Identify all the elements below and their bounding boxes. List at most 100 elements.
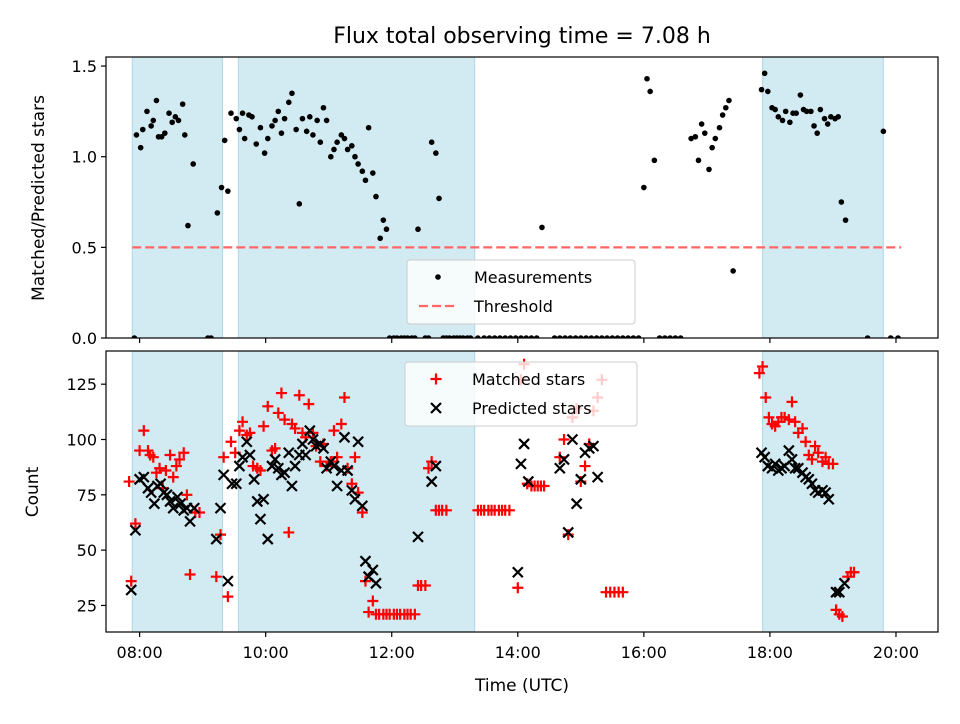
measurement-point (285, 99, 292, 106)
matched-star-point (138, 425, 150, 437)
measurement-point (314, 117, 320, 124)
measurement-point (630, 335, 637, 338)
matched-star-point (812, 447, 824, 459)
matched-star-point (617, 586, 629, 598)
measurement-point (656, 335, 663, 338)
measurement-point (349, 143, 355, 149)
measurement-point (578, 335, 584, 338)
measurement-point (709, 144, 715, 151)
measurement-point (779, 117, 786, 124)
matched-star-point (293, 389, 305, 401)
measurement-point (677, 335, 684, 338)
matched-star-point (538, 480, 550, 492)
legend-label: Threshold (473, 297, 553, 316)
matched-star-point (419, 580, 431, 592)
matched-star-point (558, 434, 570, 446)
measurement-point (264, 135, 271, 142)
measurement-point (486, 335, 493, 338)
measurement-point (811, 123, 817, 129)
measurement-point (712, 135, 719, 142)
measurement-point (153, 97, 160, 104)
predicted-star-point (566, 433, 579, 446)
predicted-star-point (154, 477, 167, 490)
measurement-point (394, 335, 400, 338)
measurement-point (412, 335, 418, 338)
top-y-tick-label: 1.0 (72, 148, 97, 167)
measurement-point (179, 101, 186, 107)
bottom-series-1 (125, 424, 851, 598)
measurement-point (225, 188, 231, 194)
x-tick-label: 16:00 (621, 643, 667, 662)
measurement-point (365, 124, 372, 131)
matched-star-point (356, 507, 368, 519)
predicted-star-point (233, 460, 246, 472)
top-plot-area (131, 70, 902, 338)
measurement-point (481, 335, 487, 338)
x-axis-label: Time (UTC) (474, 676, 569, 696)
measurement-point (269, 123, 275, 129)
predicted-star-point (257, 493, 270, 506)
predicted-star-point (570, 497, 583, 510)
top-y-tick-label: 0.5 (72, 238, 97, 257)
matched-star-point (167, 471, 179, 483)
measurement-point (583, 335, 589, 338)
measurement-point (296, 201, 303, 207)
measurement-point (303, 128, 310, 135)
measurement-point (838, 199, 845, 205)
measurement-point (698, 121, 705, 127)
predicted-star-point (125, 584, 137, 596)
predicted-star-point (822, 493, 835, 506)
predicted-star-point (783, 444, 795, 457)
measurement-point (185, 222, 191, 229)
measurement-point (821, 115, 828, 122)
matched-star-point (303, 398, 315, 410)
matched-star-point (836, 611, 848, 623)
matched-star-point (233, 425, 245, 437)
measurement-point (817, 106, 824, 113)
predicted-star-point (341, 464, 354, 477)
measurement-point (567, 335, 574, 338)
measurement-point (352, 153, 358, 160)
measurement-point (158, 133, 165, 140)
matched-star-point (170, 460, 182, 472)
measurement-point (625, 335, 631, 338)
top-y-tick-label: 1.5 (72, 57, 97, 76)
bottom-y-tick-label: 50 (77, 541, 97, 560)
measurement-point (614, 335, 621, 338)
predicted-star-point (317, 442, 330, 455)
matched-star-point (225, 436, 237, 448)
top-series-0 (131, 70, 901, 338)
predicted-star-point (230, 477, 243, 490)
measurement-point (334, 139, 340, 146)
predicted-star-point (789, 462, 801, 475)
measurement-point (150, 117, 157, 124)
matched-star-point (338, 391, 350, 403)
measurement-point (782, 108, 789, 115)
measurement-point (310, 132, 316, 138)
measurement-point (446, 335, 453, 338)
legend-predicted-marker (430, 402, 442, 414)
predicted-star-point (262, 533, 274, 545)
legend-label: Predicted stars (472, 399, 592, 418)
predicted-star-point (188, 502, 201, 514)
predicted-star-point (591, 471, 604, 483)
measurement-point (137, 144, 144, 151)
predicted-star-point (758, 451, 771, 463)
predicted-star-point (352, 435, 364, 448)
legend-label: Matched stars (472, 370, 585, 389)
matched-star-point (283, 526, 295, 538)
predicted-star-point (367, 564, 379, 576)
measurement-point (835, 114, 842, 120)
measurement-point (214, 210, 221, 216)
matched-star-point (363, 606, 375, 618)
predicted-star-point (240, 435, 253, 448)
measurement-point (328, 153, 334, 160)
matched-star-point (554, 451, 566, 463)
measurement-point (162, 130, 168, 136)
measurement-point (272, 117, 278, 124)
predicted-star-point (254, 513, 267, 525)
matched-star-point (827, 458, 839, 470)
legend-label: Measurements (474, 268, 592, 287)
predicted-star-point (217, 469, 230, 481)
measurement-point (803, 108, 810, 115)
